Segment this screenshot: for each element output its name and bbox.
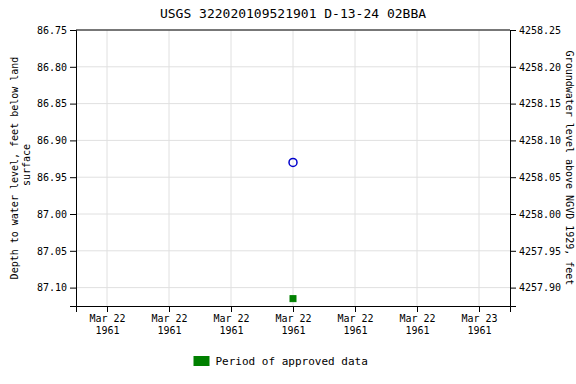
x-tick: Mar 221961 [89,306,125,336]
grid-line [293,30,294,306]
legend-swatch [194,356,210,366]
y-tick-label: 87.00 [37,209,67,220]
x-tick-label: Mar 221961 [337,313,373,336]
y2-tick-label: 4258.10 [519,135,561,146]
grid-line [169,30,170,306]
x-tick-label: Mar 221961 [399,313,435,336]
legend-label: Period of approved data [216,355,368,368]
series [290,296,296,302]
y2-tick-label: 4258.15 [519,98,561,109]
tick-mark [169,306,170,312]
y-tick: 86.75 [37,25,76,36]
grid-line [107,30,108,306]
x-tick: Mar 221961 [337,306,373,336]
y2-tick-label: 4258.00 [519,209,561,220]
y2-tick: 4258.25 [510,25,561,36]
x-tick: Mar 221961 [275,306,311,336]
y2-tick: 4258.00 [510,209,561,220]
grid-line [417,30,418,306]
y-tick: 87.10 [37,282,76,293]
y2-tick: 4258.20 [510,62,561,73]
grid-line [231,30,232,306]
y-tick-label: 87.10 [37,282,67,293]
x-tick: Mar 221961 [213,306,249,336]
tick-mark [510,251,516,252]
tick-mark [479,306,480,312]
y-tick: 86.85 [37,98,76,109]
grid [76,30,510,306]
x-tick-label: Mar 221961 [213,313,249,336]
plot: Mar 221961 Mar 221961 Mar 221961 Mar 221961… [37,25,561,336]
x-tick-label: Mar 221961 [89,313,125,336]
y-tick: 87.05 [37,246,76,257]
tick-mark [510,104,516,105]
axis-line [77,307,511,313]
y2-tick: 4257.90 [510,282,561,293]
y2-axis-label: Groundwater level above NGVD 1929, feet [564,51,575,286]
tick-mark [70,214,76,215]
y2-tick: 4258.10 [510,135,561,146]
point [289,158,297,166]
x-tick-label: Mar 231961 [461,313,497,336]
tick-mark [417,306,418,312]
y2-tick: 4258.15 [510,98,561,109]
y2-tick-label: 4258.20 [519,62,561,73]
y-axis: 86.75 86.80 86.85 86.90 86.95 87.00 87.05 87.10 [37,25,77,307]
tick-mark [70,288,76,289]
x-tick-label: Mar 221961 [275,313,311,336]
y-axis-label: Depth to water level, feet below land su… [9,57,32,280]
y-tick: 86.95 [37,172,76,183]
y-tick: 86.90 [37,135,76,146]
tick-mark [231,306,232,312]
grid-line [479,30,480,306]
legend: Period of approved data [194,355,368,368]
tick-mark [510,288,516,289]
tick-mark [355,306,356,312]
y2-axis: 4258.25 4258.20 4258.15 4258.10 4258.05 4258.… [510,25,561,307]
tick-mark [510,214,516,215]
chart: Mar 221961 Mar 221961 Mar 221961 Mar 221961… [0,0,576,384]
y-tick: 87.00 [37,209,76,220]
tick-mark [107,306,108,312]
y2-tick-label: 4258.05 [519,172,561,183]
y-tick: 86.80 [37,62,76,73]
tick-mark [293,306,294,312]
tick-mark [70,140,76,141]
tick-mark [70,177,76,178]
y2-tick: 4257.95 [510,246,561,257]
y2-tick-label: 4257.90 [519,282,561,293]
marks [289,158,297,301]
axis-line [70,31,77,307]
x-tick: Mar 231961 [461,306,497,336]
y-tick-label: 86.75 [37,25,67,36]
y2-tick-label: 4258.25 [519,25,561,36]
y-tick-label: 86.95 [37,172,67,183]
tick-mark [510,140,516,141]
series [289,158,297,166]
x-tick-label: Mar 221961 [151,313,187,336]
x-tick: Mar 221961 [399,306,435,336]
y2-tick: 4258.05 [510,172,561,183]
tick-mark [510,177,516,178]
tick-mark [510,67,516,68]
tick-mark [510,30,516,31]
tick-mark [70,30,76,31]
frame [76,30,510,31]
y-tick-label: 86.85 [37,98,67,109]
y2-tick-label: 4257.95 [519,246,561,257]
y-tick-label: 86.80 [37,62,67,73]
x-tick: Mar 221961 [151,306,187,336]
grid-line [355,30,356,306]
axis-line [511,31,517,307]
y-tick-label: 87.05 [37,246,67,257]
grid-line [76,30,510,31]
tick-mark [70,104,76,105]
tick-mark [70,67,76,68]
tick-mark [70,251,76,252]
x-axis: Mar 221961 Mar 221961 Mar 221961 Mar 221961… [77,306,511,336]
title: USGS 322020109521901 D-13-24 02BBA [160,6,426,21]
point [290,296,296,302]
y-tick-label: 86.90 [37,135,67,146]
